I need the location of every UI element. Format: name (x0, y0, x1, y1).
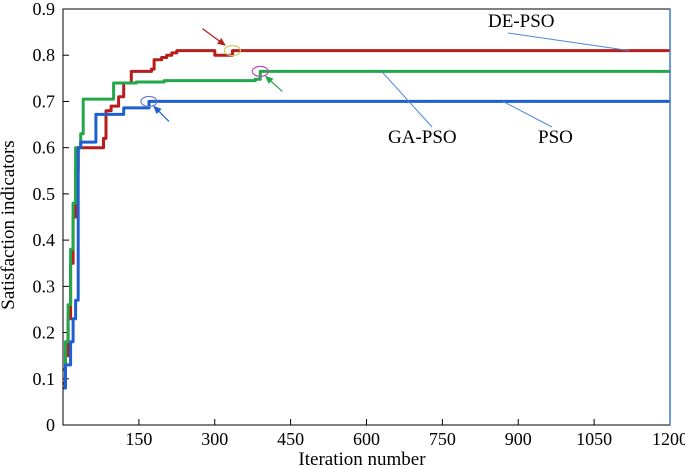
x-tick-label: 1050 (576, 429, 612, 449)
y-tick-label: 0.3 (33, 276, 56, 296)
x-tick-label: 450 (277, 429, 304, 449)
y-tick-label: 0.4 (33, 230, 56, 250)
series-lines (63, 49, 670, 390)
x-tick-label: 750 (429, 429, 456, 449)
convergence-marker (140, 95, 158, 108)
y-tick-label: 0.7 (33, 91, 56, 111)
series-label-ga-pso: GA-PSO (388, 127, 457, 148)
x-tick-label: 600 (353, 429, 380, 449)
series-leader-line (502, 101, 553, 128)
y-axis-title: Satisfaction indicators (0, 140, 19, 309)
x-tick-label: 1200 (652, 429, 685, 449)
axis-ticks: 0 0.1 0.2 0.3 0.4 0.5 0.6 0.7 0.8 0.9 150 300 450 600… (33, 0, 685, 449)
y-tick-label: 0.5 (33, 184, 56, 204)
x-axis-title: Iteration number (298, 449, 426, 468)
y-tick-label: 0.9 (33, 0, 56, 19)
x-tick-label: 900 (505, 429, 532, 449)
series-label-pso: PSO (538, 127, 573, 148)
convergence-marker (223, 44, 242, 57)
x-tick-label: 300 (201, 429, 228, 449)
convergence-arrow (202, 28, 226, 46)
y-tick-label: 0.6 (33, 138, 56, 158)
series-leader-line (507, 32, 630, 52)
x-tick-label: 150 (125, 429, 152, 449)
convergence-arrow (264, 75, 283, 92)
y-tick-label: 0.2 (33, 323, 56, 343)
y-tick-label: 0.1 (33, 369, 56, 389)
convergence-arrow (153, 105, 170, 122)
series-label-de-pso: DE-PSO (488, 11, 555, 32)
series-line-pso (63, 99, 670, 390)
y-tick-label: 0 (46, 415, 55, 435)
series-leader-line (381, 71, 433, 128)
y-tick-label: 0.8 (33, 45, 56, 65)
series-line-ga-pso (63, 69, 670, 371)
series-annotations (140, 28, 630, 128)
convergence-marker (251, 65, 269, 78)
